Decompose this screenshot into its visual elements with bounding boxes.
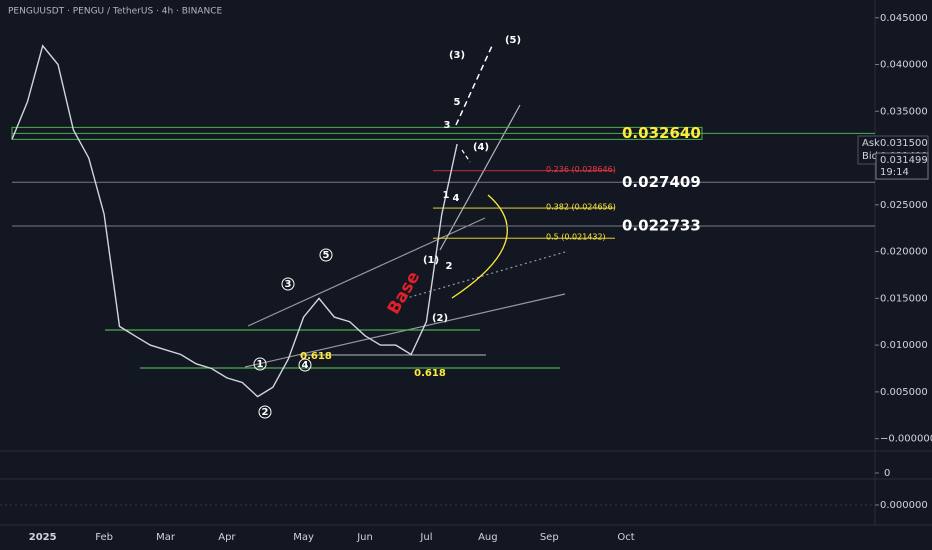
bid-label: Bid: [862, 151, 878, 162]
wave-label: 3: [285, 279, 292, 290]
wave-circle: [253, 357, 267, 371]
level-label: 0.032640: [622, 124, 701, 142]
x-tick-label: May: [293, 532, 314, 543]
fib-label: 0.5 (0.021432): [546, 233, 606, 242]
x-tick-label: Mar: [156, 532, 176, 543]
wave-circle: [319, 248, 333, 262]
last-price-box: [875, 152, 929, 180]
wave-label: (1): [423, 255, 439, 266]
wave-label: 5: [323, 250, 330, 261]
y-tick-label: 0.005000: [880, 387, 928, 398]
y-tick-label: 0.010000: [880, 340, 928, 351]
level-label: 0.027409: [622, 173, 701, 191]
level-label: 0.022733: [622, 217, 701, 235]
last-price: 0.031499: [880, 155, 928, 166]
y-tick-label: 0.025000: [880, 200, 928, 211]
wave-circle: [298, 358, 312, 372]
fib-label: 0.236 (0.028646): [546, 165, 616, 174]
x-tick-label: Sep: [540, 532, 559, 543]
x-tick-label: Feb: [95, 532, 113, 543]
oscillator-tick-label: 0.000000: [880, 500, 928, 511]
ask-price: 0.031500: [880, 138, 928, 149]
price-line: [11, 44, 458, 398]
x-tick-label: Aug: [478, 532, 498, 543]
wave-label: 2: [446, 261, 453, 272]
wave-label: (3): [449, 50, 465, 61]
wave-label: (2): [432, 313, 448, 324]
y-tick-label: 0.040000: [880, 60, 928, 71]
wave-label: 2: [262, 407, 269, 418]
wave-circle: [281, 277, 295, 291]
wave-label: 4: [302, 360, 309, 371]
drawings: [105, 45, 566, 369]
wave-label: 5: [454, 97, 461, 108]
fib-label: 0.382 (0.024656): [546, 203, 616, 212]
wave-circle: [258, 405, 272, 419]
volume-tick-label: 0: [884, 468, 890, 479]
wave-label: 3: [444, 120, 451, 131]
x-tick-label: 2025: [29, 532, 57, 543]
wave-label: 0.618: [414, 368, 446, 379]
x-tick-label: Apr: [218, 532, 236, 543]
y-tick-label: 0.020000: [880, 247, 928, 258]
wave-label: (4): [473, 142, 489, 153]
wave-label: 1: [257, 359, 264, 370]
x-tick-label: Jun: [356, 532, 373, 543]
ask-label: Ask: [862, 138, 880, 149]
wave-label: 4: [453, 193, 460, 204]
y-tick-label: 0.015000: [880, 293, 928, 304]
x-tick-label: Oct: [617, 532, 634, 543]
countdown: 19:14: [880, 167, 909, 178]
chart-title: PENGUUSDT · PENGU / TetherUS · 4h · BINA…: [8, 7, 222, 17]
x-tick-label: Jul: [419, 532, 432, 543]
y-tick-label: 0.045000: [880, 13, 928, 24]
y-tick-label: 0.035000: [880, 106, 928, 117]
wave-label: 1: [443, 190, 450, 201]
y-tick-label: −0.000000: [880, 434, 932, 445]
level-zone: [11, 126, 703, 140]
wave-label: 0.618: [300, 351, 332, 362]
wave-label: (5): [505, 35, 521, 46]
